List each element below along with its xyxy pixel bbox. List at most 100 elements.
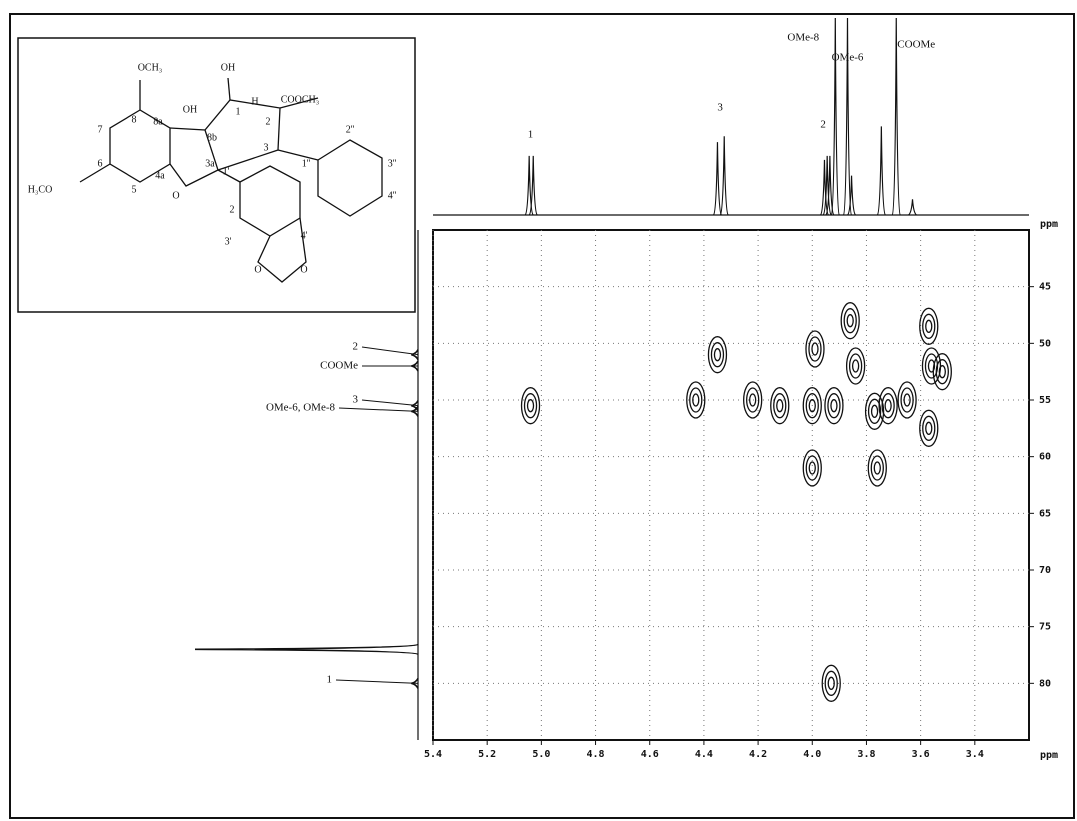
carbon-label: 1 <box>327 674 333 686</box>
atom-label: 1' <box>223 166 230 177</box>
atom-label: 2 <box>266 116 271 127</box>
carbon-label: 3 <box>353 394 359 406</box>
contour-peak <box>805 330 825 368</box>
contour-peak <box>830 399 838 413</box>
y-unit: ppm <box>1040 750 1058 761</box>
contour-peak <box>881 393 895 419</box>
y-tick-label: 80 <box>1039 678 1051 689</box>
atom-label: 3a <box>205 158 215 169</box>
contour-peak <box>827 676 835 690</box>
y-tick-label: 60 <box>1039 452 1051 463</box>
x-tick-label: 4.6 <box>641 749 659 760</box>
frame <box>9 13 1075 819</box>
y-tick-label: 65 <box>1039 508 1051 519</box>
atom-label: 4' <box>301 230 308 241</box>
contour-peak <box>932 353 952 391</box>
proton-label: 3 <box>717 102 723 114</box>
proton-label: 2 <box>820 119 826 131</box>
atom-label: 7 <box>98 124 103 135</box>
contour-peak <box>900 387 914 413</box>
contour-peak <box>867 398 882 424</box>
leader-line <box>338 407 419 412</box>
contour-peak <box>808 399 816 413</box>
atom-label: 2'' <box>346 124 355 135</box>
y-tick-label: 70 <box>1039 565 1051 576</box>
contour-peak <box>843 308 857 334</box>
atom-label: 8b <box>207 132 217 143</box>
y-tick-label: 55 <box>1039 395 1051 406</box>
contour-peak <box>870 404 879 418</box>
atom-label: 1 <box>236 106 241 117</box>
x-unit: ppm <box>1040 219 1058 230</box>
contour-peak <box>922 313 936 339</box>
leader-line <box>361 399 419 407</box>
contour-peak <box>867 449 887 487</box>
contour-peak <box>746 387 760 413</box>
contour-peak <box>811 342 819 356</box>
contour-peak <box>846 314 854 328</box>
contour-peak <box>802 387 822 425</box>
proton-peak <box>712 142 722 216</box>
proton-peak <box>908 199 917 216</box>
contour-peak <box>824 387 844 425</box>
atom-label: 4a <box>155 170 165 181</box>
x-tick-label: 5.4 <box>424 749 442 760</box>
proton-label: OMe-8 <box>787 32 819 44</box>
leader-line <box>335 679 419 684</box>
proton-peak <box>847 175 857 216</box>
x-tick-label: 3.4 <box>966 749 984 760</box>
atom-label: 3 <box>264 142 269 153</box>
contour-peak <box>935 359 949 385</box>
atom-label: 6 <box>98 158 103 169</box>
proton-peak <box>822 155 832 216</box>
proton-peak <box>719 136 729 216</box>
proton-peak <box>830 17 840 216</box>
contour-peak <box>520 387 541 425</box>
x-tick-label: 4.4 <box>695 749 713 760</box>
contour-peak <box>824 670 838 696</box>
x-tick-label: 5.0 <box>532 749 550 760</box>
atom-label: O <box>254 264 261 275</box>
contour-peak <box>925 421 933 435</box>
atom-label: 1'' <box>302 158 311 169</box>
contour-peak <box>713 348 722 362</box>
x-tick-label: 4.0 <box>803 749 821 760</box>
contour-peak <box>707 336 728 374</box>
x-tick-label: 4.8 <box>587 749 605 760</box>
contour-peak <box>776 399 784 413</box>
atom-label: 5 <box>132 184 137 195</box>
contour-peak <box>770 387 790 425</box>
y-tick-label: 50 <box>1039 338 1051 349</box>
plot-frame <box>432 229 1030 741</box>
proton-peak <box>819 159 829 216</box>
contour-peak <box>526 399 535 413</box>
proton-peak <box>876 126 886 216</box>
x-tick-label: 3.6 <box>912 749 930 760</box>
contour-peak <box>749 393 757 407</box>
contour-peak <box>808 336 822 362</box>
contour-peak <box>925 319 933 333</box>
contour-peak <box>808 461 816 475</box>
atom-label: OCH₃ <box>138 62 163 73</box>
contour-peak <box>878 387 898 425</box>
atom-label: 4'' <box>388 190 397 201</box>
contour-peak <box>919 409 939 447</box>
contour-peak <box>897 381 917 419</box>
atom-label: OH <box>221 62 235 73</box>
proton-label: 1 <box>528 129 534 141</box>
carbon-label: 2 <box>353 341 359 353</box>
contour-peak <box>919 307 939 345</box>
contour-peak <box>840 302 860 340</box>
carbon-label: OMe-6, OMe-8 <box>266 402 336 414</box>
carbon-peak <box>411 349 419 361</box>
contour-peak <box>523 393 538 419</box>
contour-peak <box>924 353 939 379</box>
x-tick-label: 5.2 <box>478 749 496 760</box>
carbon-label: COOMe <box>320 360 358 372</box>
atom-label: O <box>172 190 179 201</box>
proton-peak <box>891 17 901 216</box>
x-tick-label: 4.2 <box>749 749 767 760</box>
carbon-peak <box>194 643 419 656</box>
atom-label: O <box>300 264 307 275</box>
contour-peak <box>802 449 822 487</box>
